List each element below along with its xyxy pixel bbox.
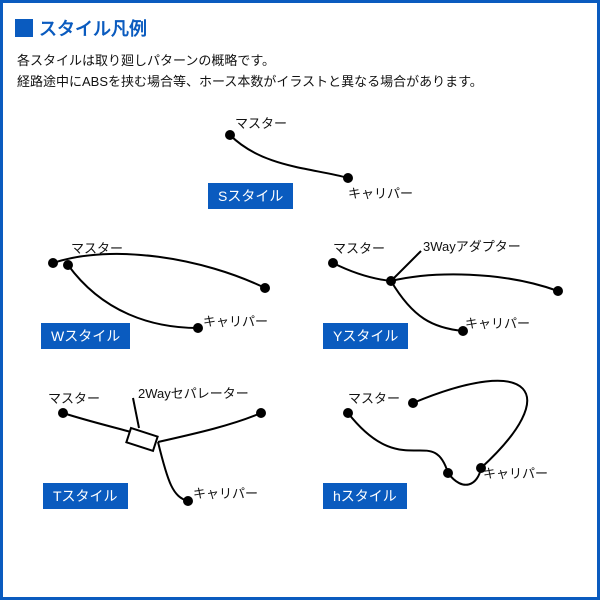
s-node-icon <box>343 173 353 183</box>
y-node-icon <box>386 276 396 286</box>
s-label: キャリパー <box>348 183 413 202</box>
separator-icon <box>126 428 157 451</box>
w-node-icon <box>260 283 270 293</box>
s-hose-path <box>230 135 348 178</box>
diagram-canvas: マスターキャリパーSスタイルマスターキャリパーWスタイルマスター3Wayアダプタ… <box>3 113 600 600</box>
header-square-icon <box>15 19 33 37</box>
t-hose-path <box>63 413 131 432</box>
w-label: マスター <box>71 238 123 257</box>
y-hose-path <box>333 263 391 281</box>
h-label: マスター <box>348 388 400 407</box>
desc-line-1: 各スタイルは取り廻しパターンの概略です。 <box>17 51 583 72</box>
s-label: マスター <box>235 113 287 132</box>
s-node-icon <box>225 130 235 140</box>
t-label: 2Wayセパレーター <box>138 383 249 402</box>
h-style-badge: hスタイル <box>323 483 407 509</box>
y-label: マスター <box>333 238 385 257</box>
diagram-svg <box>3 113 600 600</box>
t-hose-path <box>133 398 139 428</box>
t-node-icon <box>58 408 68 418</box>
w-node-icon <box>63 260 73 270</box>
w-label: キャリパー <box>203 311 268 330</box>
page-title: スタイル凡例 <box>39 15 147 41</box>
y-node-icon <box>328 258 338 268</box>
h-label: キャリパー <box>483 463 548 482</box>
w-hose-path <box>53 254 265 288</box>
t-label: キャリパー <box>193 483 258 502</box>
h-node-icon <box>408 398 418 408</box>
description: 各スタイルは取り廻しパターンの概略です。 経路途中にABSを挟む場合等、ホース本… <box>3 45 597 103</box>
desc-line-2: 経路途中にABSを挟む場合等、ホース本数がイラストと異なる場合があります。 <box>17 72 583 93</box>
t-node-icon <box>183 496 193 506</box>
t-hose-path <box>158 442 188 501</box>
w-hose-path <box>68 265 198 328</box>
h-node-icon <box>343 408 353 418</box>
t-style-badge: Tスタイル <box>43 483 128 509</box>
w-node-icon <box>48 258 58 268</box>
s-style-badge: Sスタイル <box>208 183 293 209</box>
w-node-icon <box>193 323 203 333</box>
header: スタイル凡例 <box>3 3 597 45</box>
y-hose-path <box>391 274 558 291</box>
t-label: マスター <box>48 388 100 407</box>
t-node-icon <box>256 408 266 418</box>
w-style-badge: Wスタイル <box>41 323 130 349</box>
y-node-icon <box>553 286 563 296</box>
y-label: 3Wayアダプター <box>423 236 521 255</box>
y-style-badge: Yスタイル <box>323 323 408 349</box>
y-label: キャリパー <box>465 313 530 332</box>
h-hose-path <box>348 413 448 473</box>
h-node-icon <box>443 468 453 478</box>
t-hose-path <box>158 413 261 442</box>
